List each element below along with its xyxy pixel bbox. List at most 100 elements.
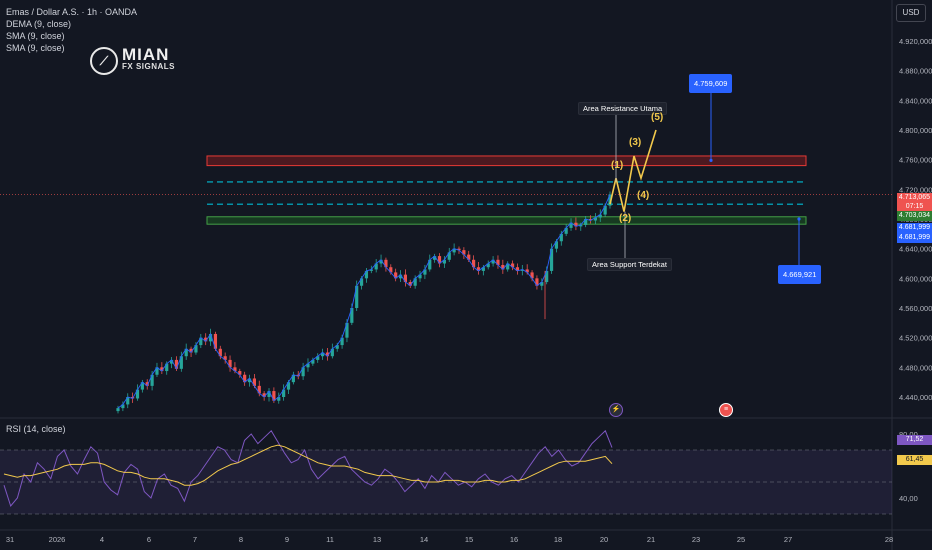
support-note[interactable]: Area Support Terdekat — [587, 258, 672, 271]
candle-body — [335, 345, 339, 349]
candle-body — [116, 408, 120, 412]
event-flag-icon[interactable]: ≡ — [719, 403, 733, 417]
logo-subtitle: FX SIGNALS — [122, 62, 176, 71]
wave-label-2: (2) — [619, 213, 632, 224]
candle-body — [350, 308, 354, 323]
candle-body — [262, 393, 266, 397]
time-axis-label: 11 — [326, 535, 334, 544]
price-axis-label: 4.440,000 — [899, 393, 932, 402]
candle-body — [545, 270, 549, 283]
price-axis-label: 4.800,000 — [899, 126, 932, 135]
candle-body — [486, 263, 490, 268]
time-axis-label: 16 — [510, 535, 518, 544]
candle-body — [535, 278, 539, 286]
candle-body — [554, 241, 559, 249]
candle-body — [452, 248, 456, 253]
indicator-sma-2[interactable]: SMA (9, close) — [6, 43, 65, 53]
candle-body — [472, 259, 476, 268]
rsi-legend[interactable]: RSI (14, close) — [6, 424, 66, 434]
time-axis-label: 15 — [465, 535, 473, 544]
candle-body — [291, 374, 295, 383]
candle-body — [413, 278, 417, 286]
candle-body — [140, 382, 144, 390]
candle-body — [189, 348, 193, 353]
indicator-dema[interactable]: DEMA (9, close) — [6, 19, 72, 29]
candle-body — [282, 389, 286, 397]
indicator-sma-1[interactable]: SMA (9, close) — [6, 31, 65, 41]
candle-body — [389, 267, 393, 273]
blue-price-tag-2: 4.681,999 — [897, 233, 932, 243]
time-axis-label: 27 — [784, 535, 792, 544]
candle-body — [121, 404, 125, 409]
time-axis-label: 7 — [193, 535, 197, 544]
blue-price-tag-1: 4.681,999 — [897, 223, 932, 233]
candle-body — [428, 259, 432, 270]
price-axis-label: 4.480,000 — [899, 363, 932, 372]
price-axis-label: 4.520,000 — [899, 334, 932, 343]
candle-body — [403, 274, 408, 283]
candle-body — [457, 248, 461, 251]
green-price-tag: 4.703,034 — [897, 211, 932, 221]
candle-body — [437, 256, 442, 264]
time-axis-label: 9 — [285, 535, 289, 544]
candle-body — [311, 359, 315, 364]
candle-body — [160, 367, 164, 372]
rsi-line — [3, 429, 613, 508]
candle-body — [442, 259, 446, 264]
candle-body — [223, 356, 227, 360]
rsi-axis-label: 80,00 — [899, 430, 918, 439]
candle-body — [272, 391, 276, 401]
candle-body — [515, 267, 520, 271]
candle-body — [155, 367, 159, 375]
candle-body — [286, 382, 291, 390]
candle-body — [247, 378, 252, 383]
time-axis-label: 28 — [885, 535, 893, 544]
price-axis-label: 4.600,000 — [899, 274, 932, 283]
resistance-note[interactable]: Area Resistance Utama — [578, 102, 668, 115]
resistance-zone — [206, 155, 807, 167]
candle-body — [330, 348, 334, 357]
candle-body — [267, 391, 271, 397]
candle-body — [320, 352, 325, 357]
candle-body — [398, 274, 403, 279]
price-axis-label: 4.760,000 — [899, 156, 932, 165]
rsi-ma-tag: 61,45 — [897, 455, 932, 465]
target-low-label[interactable]: 4.669,921 — [778, 265, 822, 284]
price-axis-label: 4.880,000 — [899, 67, 932, 76]
candle-body — [476, 267, 481, 271]
candle-body — [306, 363, 310, 368]
time-axis-label: 20 — [600, 535, 608, 544]
time-axis-label: 21 — [647, 535, 655, 544]
current-price-tag: 4.713,065 — [897, 193, 932, 203]
candle-body — [593, 217, 597, 221]
candle-body — [179, 356, 183, 369]
logo-icon: ⟋ — [90, 47, 118, 75]
candle-body — [150, 374, 154, 386]
currency-button[interactable]: USD — [896, 4, 926, 22]
wave-label-4: (4) — [637, 190, 650, 201]
candle-body — [510, 263, 515, 268]
candle-body — [540, 282, 544, 286]
price-axis-label: 4.920,000 — [899, 37, 932, 46]
candle-body — [325, 352, 330, 357]
candle-body — [496, 259, 500, 265]
candle-body — [525, 269, 529, 273]
time-axis-label: 31 — [6, 535, 14, 544]
candle-body — [501, 264, 505, 270]
target-high-label[interactable]: 4.759,609 — [689, 74, 733, 93]
time-axis-label: 8 — [239, 535, 243, 544]
chart-legend: Emas / Dollar A.S. · 1h · OANDA DEMA (9,… — [6, 6, 137, 54]
candle-body — [218, 348, 222, 357]
candle-body — [447, 252, 451, 260]
candle-body — [169, 359, 174, 364]
target-high-dot — [709, 158, 713, 163]
candle-body — [462, 250, 466, 255]
rsi-value-tag: 71,52 — [897, 435, 932, 445]
time-axis-label: 23 — [692, 535, 700, 544]
time-axis-label: 25 — [737, 535, 745, 544]
candle-body — [213, 333, 218, 349]
candle-body — [277, 397, 281, 401]
event-lightning-icon[interactable]: ⚡ — [609, 403, 623, 417]
candle-body — [208, 333, 213, 342]
symbol-title[interactable]: Emas / Dollar A.S. · 1h · OANDA — [6, 7, 138, 17]
